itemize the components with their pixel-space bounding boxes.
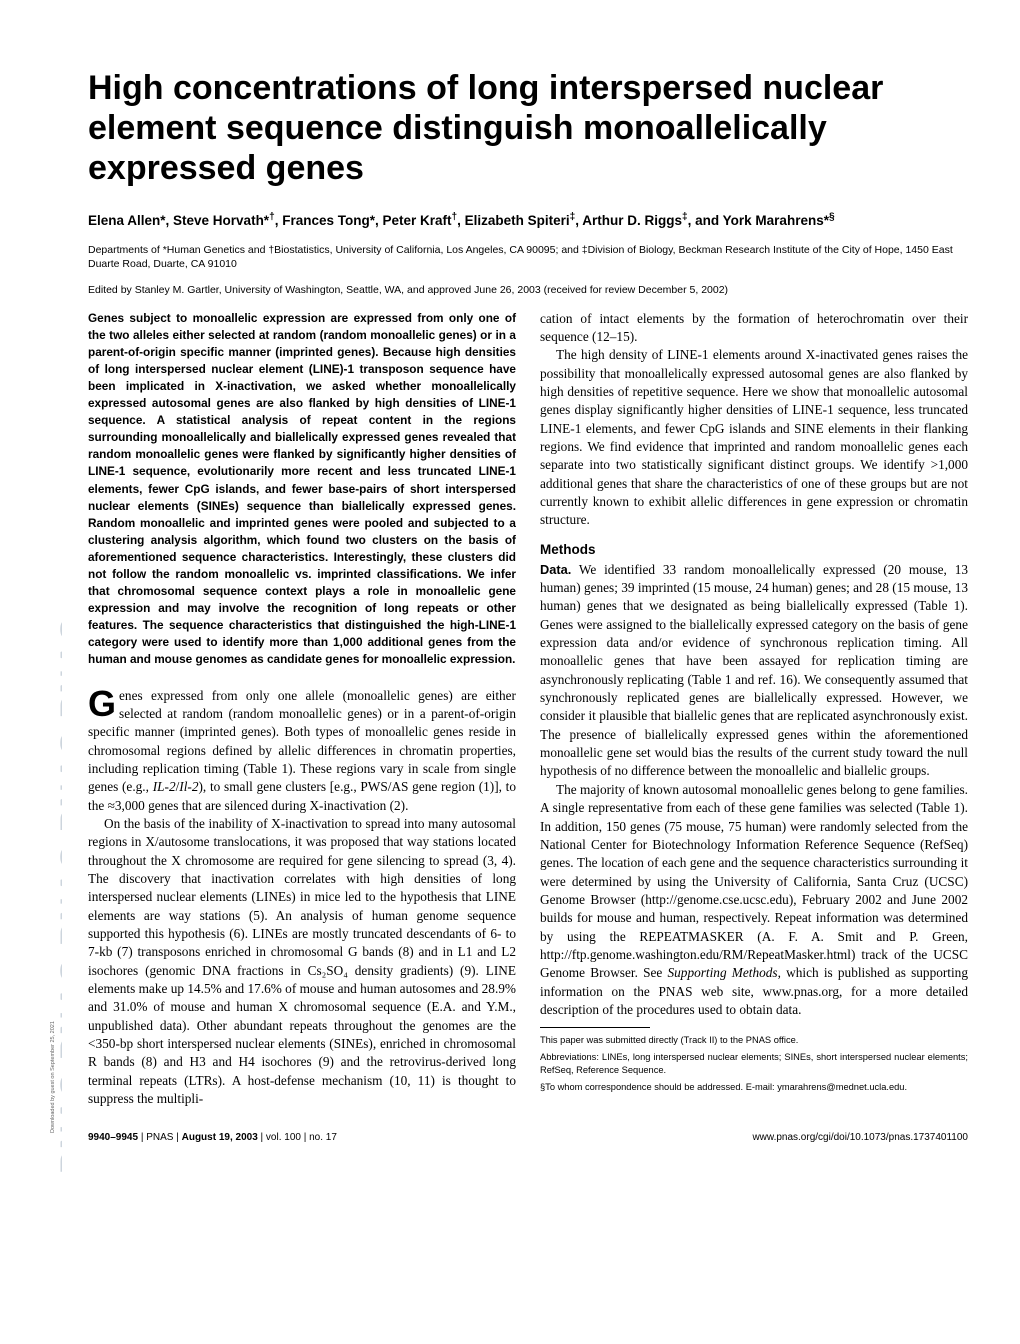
data-run-in: Data.: [540, 562, 571, 577]
supporting-methods: Supporting Methods: [668, 965, 778, 980]
two-column-layout: Genes subject to monoallelic expression …: [88, 310, 968, 1109]
sep1: |: [138, 1132, 146, 1143]
footnotes: This paper was submitted directly (Track…: [540, 1034, 968, 1094]
sep2: |: [173, 1132, 181, 1143]
footer-no: no. 17: [309, 1132, 337, 1143]
authors-line: Elena Allen*, Steve Horvath*†, Frances T…: [88, 212, 968, 231]
methods-p2: The majority of known autosomal monoalle…: [540, 781, 968, 1019]
repeatmasker: REPEATMASKER: [639, 929, 743, 944]
edited-by: Edited by Stanley M. Gartler, University…: [88, 284, 968, 296]
intro-paragraph-1: Genes expressed from only one allele (mo…: [88, 687, 516, 815]
footer-pages: 9940–9945: [88, 1132, 138, 1143]
footnote-2: Abbreviations: LINEs, long interspersed …: [540, 1051, 968, 1077]
footnote-rule: [540, 1027, 650, 1028]
footnote-1: This paper was submitted directly (Track…: [540, 1034, 968, 1047]
pnas-sidebar: PNAS PNAS PNAS PNAS PNAS: [12, 0, 62, 1173]
sep4: |: [301, 1132, 309, 1143]
footer-right: www.pnas.org/cgi/doi/10.1073/pnas.173740…: [752, 1132, 968, 1143]
footer-left: 9940–9945 | PNAS | August 19, 2003 | vol…: [88, 1132, 337, 1143]
abstract: Genes subject to monoallelic expression …: [88, 310, 516, 669]
methods-heading: Methods: [540, 542, 968, 557]
methods-p1: Data. We identified 33 random monoalleli…: [540, 561, 968, 781]
page: PNAS PNAS PNAS PNAS PNAS Downloaded by g…: [0, 0, 1020, 1173]
dropcap: G: [88, 687, 119, 720]
right-p1: cation of intact elements by the formati…: [540, 310, 968, 347]
footnote-3: §To whom correspondence should be addres…: [540, 1081, 968, 1094]
affiliations: Departments of *Human Genetics and †Bios…: [88, 243, 968, 271]
download-note: Downloaded by guest on September 25, 202…: [50, 1022, 56, 1134]
methods-p1-text: We identified 33 random monoallelically …: [540, 562, 968, 779]
right-column: cation of intact elements by the formati…: [540, 310, 968, 1109]
right-p2: The high density of LINE-1 elements arou…: [540, 346, 968, 529]
footer-pnas: PNAS: [146, 1132, 173, 1143]
methods-p2a: The majority of known autosomal monoalle…: [540, 782, 968, 944]
intro-paragraph-2: On the basis of the inability of X-inact…: [88, 815, 516, 1109]
footer-vol: vol. 100: [266, 1132, 301, 1143]
footer-date: August 19, 2003: [182, 1132, 258, 1143]
sep3: |: [258, 1132, 266, 1143]
left-column: Genes subject to monoallelic expression …: [88, 310, 516, 1109]
article-title: High concentrations of long interspersed…: [88, 68, 968, 188]
page-footer: 9940–9945 | PNAS | August 19, 2003 | vol…: [88, 1128, 968, 1143]
